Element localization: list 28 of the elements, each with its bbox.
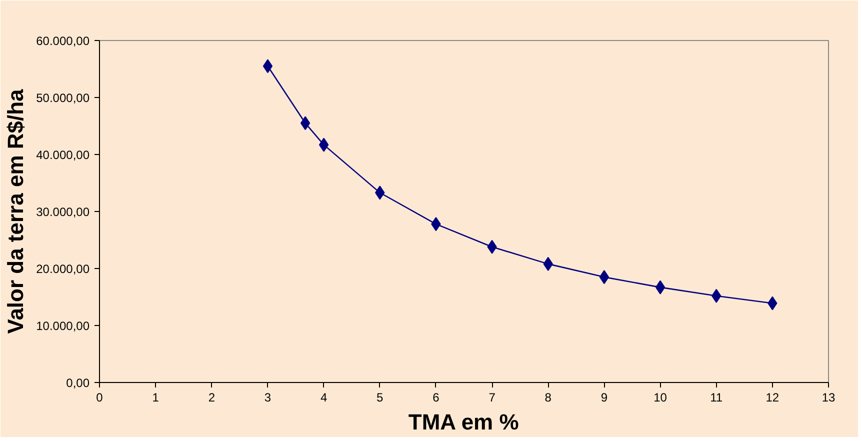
x-tick-label: 8 — [544, 390, 552, 404]
x-tick-label: 11 — [710, 390, 723, 404]
x-tick-label: 7 — [488, 390, 496, 404]
x-axis-title: TMA em % — [408, 410, 519, 434]
x-tick-label: 1 — [152, 390, 160, 404]
y-tick-label: 30.000,00 — [36, 205, 90, 219]
x-tick-label: 9 — [600, 390, 608, 404]
x-tick-label: 13 — [822, 390, 836, 404]
x-tick-label: 6 — [432, 390, 440, 404]
point — [655, 280, 666, 294]
point — [300, 116, 310, 130]
x-tick-label: 4 — [320, 390, 328, 404]
y-tick-label: 60.000,00 — [36, 34, 90, 48]
point — [318, 138, 329, 152]
y-tick-label: 50.000,00 — [36, 91, 90, 105]
x-tick-label: 5 — [376, 390, 384, 404]
y-axis-title: Valor da terra em R$/ha — [3, 88, 28, 334]
x-tick-label: 2 — [208, 390, 216, 404]
y-tick-label: 40.000,00 — [36, 148, 90, 162]
x-tick-label: 0 — [96, 390, 104, 404]
point — [599, 270, 610, 284]
x-tick-label: 10 — [654, 390, 668, 404]
y-tick-label: 20.000,00 — [36, 262, 90, 276]
y-tick-label: 0,00 — [66, 376, 90, 390]
x-tick-label: 3 — [264, 390, 272, 404]
point — [262, 59, 273, 74]
y-tick-label: 10.000,00 — [36, 319, 90, 333]
x-tick-label: 12 — [766, 390, 780, 404]
